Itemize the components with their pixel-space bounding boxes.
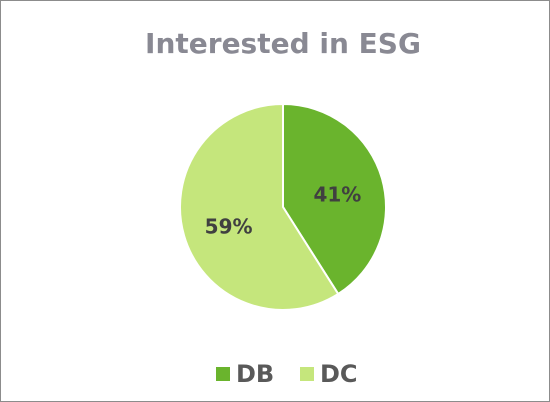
pie-slice (179, 102, 340, 311)
legend-item: DC (300, 360, 358, 388)
legend-swatch (300, 367, 314, 381)
legend-item: DB (216, 360, 274, 388)
legend-label: DC (320, 360, 358, 388)
legend-label: DB (236, 360, 274, 388)
data-label: 41% (313, 183, 361, 207)
legend-swatch (216, 367, 230, 381)
chart-title: Interested in ESG (145, 27, 421, 60)
data-label: 59% (205, 214, 253, 238)
